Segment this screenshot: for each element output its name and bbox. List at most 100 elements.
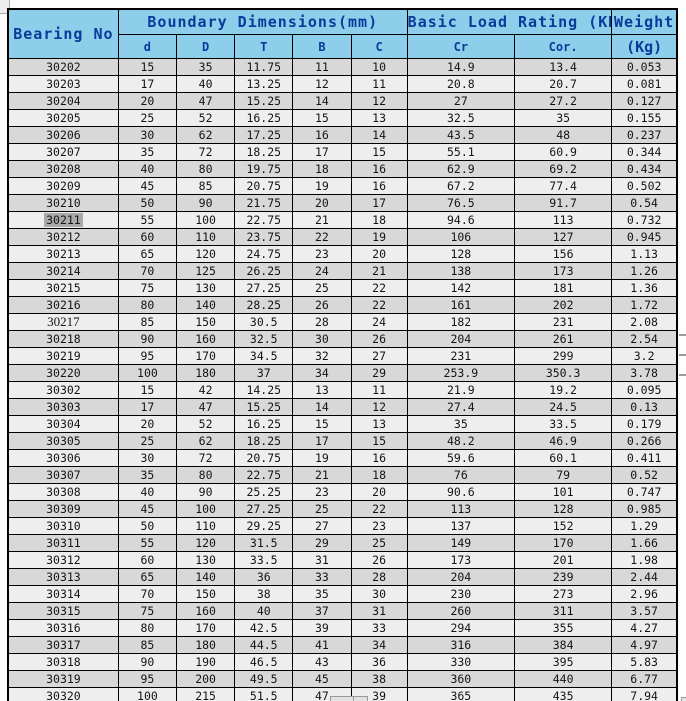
value-cell[interactable]: 19 [292,449,352,467]
value-cell[interactable]: 204 [406,330,515,348]
value-cell[interactable]: 0.747 [611,483,678,501]
value-cell[interactable]: 48.2 [406,432,515,450]
value-cell[interactable]: 2.96 [611,585,678,603]
value-cell[interactable]: 160 [175,602,236,620]
value-cell[interactable]: 25 [292,279,352,297]
value-cell[interactable]: 20 [292,194,352,212]
value-cell[interactable]: 19.75 [234,160,294,178]
bearing-no-cell[interactable]: 30212 [7,228,119,246]
value-cell[interactable]: 230 [406,585,515,603]
value-cell[interactable]: 113 [513,211,613,229]
value-cell[interactable]: 330 [406,653,515,671]
value-cell[interactable]: 17 [117,75,178,93]
value-cell[interactable]: 77.4 [513,177,613,195]
bearing-no-cell[interactable]: 30305 [7,432,119,450]
value-cell[interactable]: 29 [292,534,352,552]
bearing-no-cell[interactable]: 30312 [7,551,119,569]
value-cell[interactable]: 12 [350,398,408,416]
value-cell[interactable]: 33 [292,568,352,586]
value-cell[interactable]: 15.25 [234,398,294,416]
bearing-no-cell[interactable]: 30209 [7,177,119,195]
bearing-no-cell[interactable]: 30216 [7,296,119,314]
value-cell[interactable]: 23 [292,483,352,501]
bearing-no-cell[interactable]: 30204 [7,92,119,110]
value-cell[interactable]: 46.9 [513,432,613,450]
value-cell[interactable]: 13.4 [513,58,613,76]
value-cell[interactable]: 140 [175,568,236,586]
value-cell[interactable]: 72 [175,143,236,161]
value-cell[interactable]: 33 [350,619,408,637]
value-cell[interactable]: 40 [234,602,294,620]
value-cell[interactable]: 0.095 [611,381,678,399]
value-cell[interactable]: 1.29 [611,517,678,535]
value-cell[interactable]: 22 [350,279,408,297]
value-cell[interactable]: 18.25 [234,143,294,161]
value-cell[interactable]: 55.1 [406,143,515,161]
value-cell[interactable]: 30 [117,449,178,467]
value-cell[interactable]: 37 [292,602,352,620]
value-cell[interactable]: 299 [513,347,613,365]
value-cell[interactable]: 0.127 [611,92,678,110]
value-cell[interactable]: 26 [350,551,408,569]
value-cell[interactable]: 59.6 [406,449,515,467]
value-cell[interactable]: 22.75 [234,466,294,484]
value-cell[interactable]: 42 [175,381,236,399]
value-cell[interactable]: 94.6 [406,211,515,229]
value-cell[interactable]: 150 [175,313,236,331]
value-cell[interactable]: 106 [406,228,515,246]
value-cell[interactable]: 20 [350,245,408,263]
value-cell[interactable]: 32.5 [234,330,294,348]
bearing-no-cell[interactable]: 30320 [7,687,119,701]
value-cell[interactable]: 156 [513,245,613,263]
value-cell[interactable]: 30 [350,585,408,603]
value-cell[interactable]: 90 [117,653,178,671]
value-cell[interactable]: 40 [117,160,178,178]
value-cell[interactable]: 100 [117,364,178,382]
value-cell[interactable]: 50 [117,194,178,212]
value-cell[interactable]: 27.25 [234,500,294,518]
value-cell[interactable]: 20.75 [234,449,294,467]
value-cell[interactable]: 170 [175,619,236,637]
value-cell[interactable]: 100 [175,211,236,229]
value-cell[interactable]: 16 [350,160,408,178]
value-cell[interactable]: 173 [513,262,613,280]
value-cell[interactable]: 202 [513,296,613,314]
value-cell[interactable]: 190 [175,653,236,671]
value-cell[interactable]: 37 [234,364,294,382]
value-cell[interactable]: 137 [406,517,515,535]
value-cell[interactable]: 35 [117,143,178,161]
value-cell[interactable]: 55 [117,534,178,552]
value-cell[interactable]: 18 [292,160,352,178]
bearing-no-cell[interactable]: 30207 [7,143,119,161]
value-cell[interactable]: 140 [175,296,236,314]
value-cell[interactable]: 20 [117,92,178,110]
value-cell[interactable]: 2.44 [611,568,678,586]
value-cell[interactable]: 33.5 [513,415,613,433]
value-cell[interactable]: 17.25 [234,126,294,144]
value-cell[interactable]: 69.2 [513,160,613,178]
value-cell[interactable]: 1.36 [611,279,678,297]
value-cell[interactable]: 31.5 [234,534,294,552]
value-cell[interactable]: 65 [117,245,178,263]
value-cell[interactable]: 85 [117,313,178,331]
value-cell[interactable]: 24 [350,313,408,331]
value-cell[interactable]: 130 [175,279,236,297]
bearing-no-cell[interactable]: 30217 [7,313,119,331]
value-cell[interactable]: 0.237 [611,126,678,144]
value-cell[interactable]: 100 [175,500,236,518]
value-cell[interactable]: 7.94 [611,687,678,701]
value-cell[interactable]: 21 [292,466,352,484]
value-cell[interactable]: 311 [513,602,613,620]
value-cell[interactable]: 12 [292,75,352,93]
value-cell[interactable]: 91.7 [513,194,613,212]
value-cell[interactable]: 45 [117,177,178,195]
value-cell[interactable]: 35 [117,466,178,484]
value-cell[interactable]: 80 [175,160,236,178]
value-cell[interactable]: 15 [117,58,178,76]
value-cell[interactable]: 18 [350,211,408,229]
value-cell[interactable]: 17 [350,194,408,212]
bearing-no-cell[interactable]: 30314 [7,585,119,603]
value-cell[interactable]: 48 [513,126,613,144]
value-cell[interactable]: 161 [406,296,515,314]
value-cell[interactable]: 15 [350,143,408,161]
